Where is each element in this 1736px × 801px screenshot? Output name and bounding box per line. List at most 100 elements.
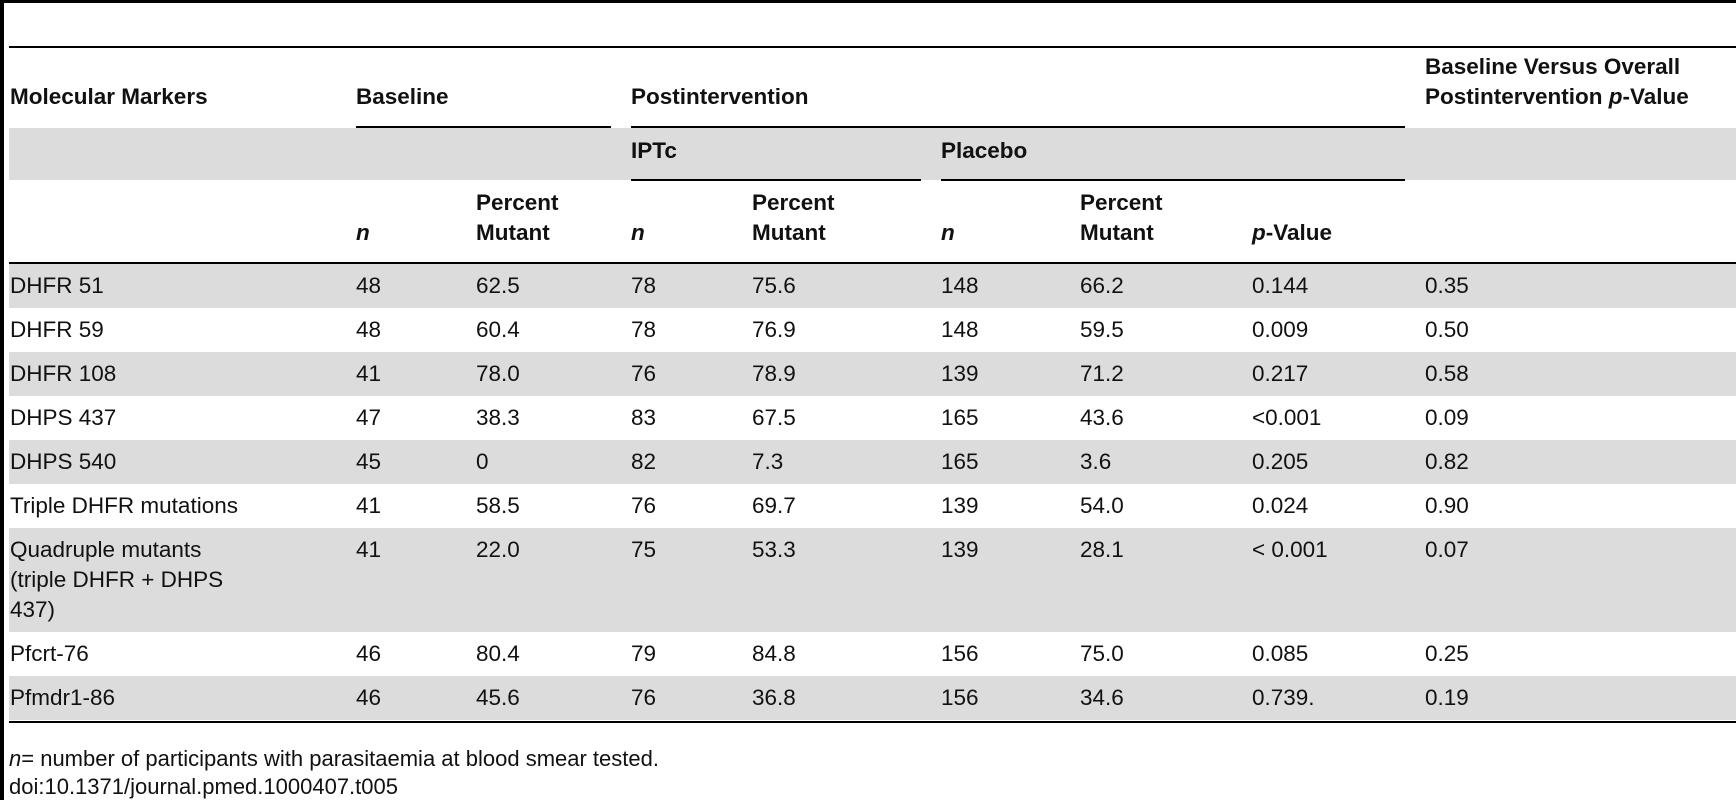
table-cell-iptc-pct: 53.3 <box>752 537 796 562</box>
table-cell-iptc-n: 76 <box>631 361 657 386</box>
table-cell-placebo-n: 148 <box>941 273 979 298</box>
table-cell-p-value: 0.217 <box>1252 361 1309 386</box>
table-cell-marker: DHFR 108 <box>10 361 117 386</box>
table-cell-iptc-n: 75 <box>631 537 657 562</box>
table-cell-iptc-pct: 76.9 <box>752 317 796 342</box>
header-placebo: Placebo <box>941 138 1028 163</box>
table-cell-p-value: 0.205 <box>1252 449 1309 474</box>
table-cell-baseline-pct: 78.0 <box>476 361 520 386</box>
table-cell-p-value: 0.024 <box>1252 493 1309 518</box>
table-cell-iptc-pct: 84.8 <box>752 641 796 666</box>
postintervention-underline <box>631 126 1405 128</box>
header-bottom-rule <box>9 262 1736 264</box>
header-p-value: p-Value <box>1252 220 1333 245</box>
table-cell-marker: DHFR 59 <box>10 317 104 342</box>
table-cell-baseline-vs-post-p: 0.25 <box>1425 641 1469 666</box>
table-cell-placebo-pct: 71.2 <box>1080 361 1124 386</box>
header-band <box>9 128 1736 180</box>
table-cell-baseline-pct: 58.5 <box>476 493 520 518</box>
table-bottom-rule <box>9 721 1736 723</box>
table-cell-baseline-pct: 62.5 <box>476 273 520 298</box>
table-cell-iptc-pct: 75.6 <box>752 273 796 298</box>
table-cell-marker: Triple DHFR mutations <box>10 493 238 518</box>
table-cell-iptc-pct: 7.3 <box>752 449 784 474</box>
table-cell-baseline-n: 41 <box>356 493 382 518</box>
table-cell-placebo-pct: 43.6 <box>1080 405 1124 430</box>
table-cell-placebo-pct: 66.2 <box>1080 273 1124 298</box>
table-cell-marker: Pfcrt-76 <box>10 641 89 666</box>
header-postintervention: Postintervention <box>631 84 809 109</box>
table-cell-iptc-pct: 78.9 <box>752 361 796 386</box>
table-cell-placebo-pct: 54.0 <box>1080 493 1124 518</box>
table-cell-baseline-n: 41 <box>356 537 382 562</box>
table-cell-placebo-n: 165 <box>941 405 979 430</box>
table-cell-baseline-pct: 22.0 <box>476 537 520 562</box>
baseline-underline <box>356 126 611 128</box>
table-cell-baseline-vs-post-p: 0.50 <box>1425 317 1469 342</box>
table-cell-baseline-vs-post-p: 0.82 <box>1425 449 1469 474</box>
table-cell-baseline-n: 48 <box>356 273 382 298</box>
table-cell-iptc-n: 78 <box>631 273 657 298</box>
table-cell-placebo-pct: 34.6 <box>1080 685 1124 710</box>
table-cell-p-value: 0.009 <box>1252 317 1309 342</box>
table-cell-marker: Pfmdr1-86 <box>10 685 116 710</box>
table-cell-baseline-pct: 0 <box>476 449 489 474</box>
table-cell-placebo-pct: 75.0 <box>1080 641 1124 666</box>
table-cell-placebo-pct: 3.6 <box>1080 449 1112 474</box>
left-border <box>0 0 4 800</box>
table-cell-baseline-vs-post-p: 0.90 <box>1425 493 1469 518</box>
header-molecular-markers: Molecular Markers <box>10 84 208 109</box>
header-baseline: Baseline <box>356 84 449 109</box>
table-cell-baseline-n: 47 <box>356 405 382 430</box>
table-cell-placebo-n: 139 <box>941 361 979 386</box>
table-cell-p-value: < 0.001 <box>1252 537 1328 562</box>
table-cell-iptc-n: 76 <box>631 685 657 710</box>
header-iptc-percent: Percent Mutant <box>752 190 835 245</box>
table-cell-baseline-n: 41 <box>356 361 382 386</box>
header-bvo-prefix: Postintervention <box>1425 84 1609 109</box>
table-cell-marker: DHFR 51 <box>10 273 104 298</box>
table-cell-iptc-pct: 69.7 <box>752 493 796 518</box>
table-cell-baseline-pct: 80.4 <box>476 641 520 666</box>
table-cell-iptc-n: 76 <box>631 493 657 518</box>
table-cell-iptc-n: 78 <box>631 317 657 342</box>
iptc-underline <box>631 179 921 181</box>
table-cell-baseline-pct: 60.4 <box>476 317 520 342</box>
table-cell-p-value: 0.144 <box>1252 273 1309 298</box>
table-cell-baseline-n: 48 <box>356 317 382 342</box>
footnote-n-definition: n= number of participants with parasitae… <box>9 746 659 771</box>
header-placebo-percent: Percent Mutant <box>1080 190 1163 245</box>
table-cell-baseline-vs-post-p: 0.07 <box>1425 537 1469 562</box>
row-band <box>9 676 1736 720</box>
row-band <box>9 352 1736 396</box>
table-cell-baseline-vs-post-p: 0.19 <box>1425 685 1469 710</box>
table-cell-baseline-vs-post-p: 0.58 <box>1425 361 1469 386</box>
row-band <box>9 440 1736 484</box>
header-iptc-n: n <box>631 220 645 245</box>
table-cell-placebo-pct: 28.1 <box>1080 537 1124 562</box>
table-cell-p-value: <0.001 <box>1252 405 1322 430</box>
header-bvo-p: p <box>1608 84 1623 109</box>
table-cell-p-value: 0.085 <box>1252 641 1309 666</box>
table-cell-iptc-pct: 36.8 <box>752 685 796 710</box>
header-placebo-n: n <box>941 220 955 245</box>
table-top-rule <box>9 46 1736 48</box>
table-cell-marker: Quadruple mutants (triple DHFR + DHPS 43… <box>10 537 224 622</box>
table-cell-placebo-n: 165 <box>941 449 979 474</box>
table-cell-placebo-n: 156 <box>941 685 979 710</box>
table-cell-baseline-n: 45 <box>356 449 382 474</box>
table-cell-iptc-n: 83 <box>631 405 657 430</box>
table-cell-placebo-n: 156 <box>941 641 979 666</box>
table-cell-placebo-n: 139 <box>941 493 979 518</box>
table-cell-baseline-vs-post-p: 0.35 <box>1425 273 1469 298</box>
table-cell-placebo-n: 148 <box>941 317 979 342</box>
footnote-doi: doi:10.1371/journal.pmed.1000407.t005 <box>9 774 398 799</box>
header-iptc: IPTc <box>631 138 677 163</box>
table-cell-placebo-pct: 59.5 <box>1080 317 1124 342</box>
table-cell-baseline-pct: 45.6 <box>476 685 520 710</box>
header-baseline-percent: Percent Mutant <box>476 190 559 245</box>
table-cell-marker: DHPS 540 <box>10 449 117 474</box>
table-cell-placebo-n: 139 <box>941 537 979 562</box>
table-cell-p-value: 0.739. <box>1252 685 1315 710</box>
header-bvo-suffix: -Value <box>1622 84 1689 109</box>
